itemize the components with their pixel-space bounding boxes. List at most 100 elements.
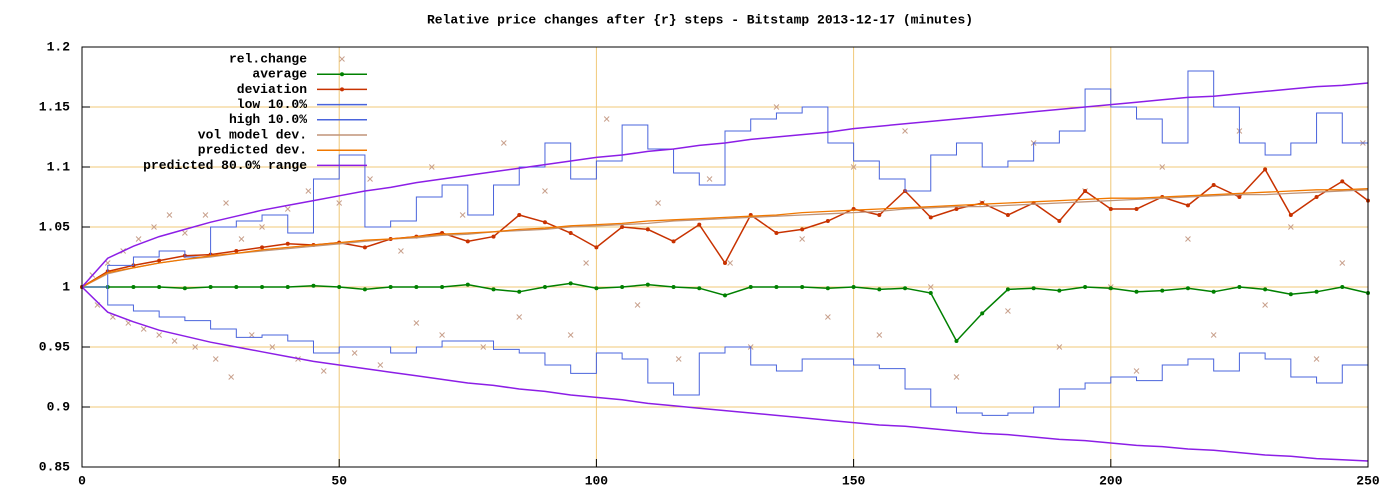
point: [774, 285, 779, 289]
scatter-point: [953, 374, 960, 380]
point: [954, 207, 959, 211]
scatter-point: [927, 284, 934, 290]
point: [594, 245, 599, 250]
point: [980, 311, 985, 316]
point: [465, 239, 470, 244]
scatter-point: [259, 224, 265, 230]
point: [928, 291, 933, 295]
point: [208, 285, 213, 289]
range-lower: [81, 286, 1369, 462]
scatter-point: [500, 140, 507, 146]
scatter-point: [902, 128, 908, 134]
scatter-point: [228, 374, 235, 380]
plot-area: [80, 70, 1370, 462]
point: [954, 339, 959, 343]
scatter-point: [1005, 308, 1011, 314]
scatter-point: [156, 332, 163, 338]
point: [1134, 289, 1139, 294]
scatter-point: [428, 164, 435, 170]
legend-marker: [340, 87, 344, 92]
scatter-point: [284, 206, 291, 212]
scatter-point: [1159, 164, 1166, 170]
point: [697, 286, 702, 291]
point: [285, 241, 290, 246]
point: [491, 287, 496, 292]
point: [542, 220, 547, 225]
legend-label: high 10.0%: [229, 112, 307, 127]
point: [594, 286, 599, 291]
scatter-point: [850, 164, 857, 170]
chart-title: Relative price changes after {r} steps -…: [427, 12, 973, 27]
point: [1057, 288, 1062, 293]
legend-label: deviation: [237, 82, 307, 97]
point: [388, 285, 393, 289]
scatter-point: [773, 104, 780, 110]
point: [671, 285, 676, 289]
point: [1314, 289, 1319, 294]
point: [1340, 179, 1345, 184]
scatter-point: [305, 188, 312, 194]
point: [517, 289, 522, 294]
point: [260, 245, 265, 250]
scatter-point: [377, 362, 384, 368]
point: [362, 245, 367, 250]
point: [1288, 292, 1293, 297]
legend-label: rel.change: [229, 51, 307, 66]
scatter-point: [104, 260, 111, 266]
point: [877, 287, 882, 292]
point: [1237, 195, 1242, 199]
scatter-point: [192, 344, 199, 350]
scatter-point: [202, 212, 209, 218]
x-tick-label: 0: [78, 473, 86, 488]
point: [182, 286, 187, 291]
point: [157, 258, 162, 263]
point: [1134, 207, 1139, 211]
point: [1185, 203, 1190, 208]
point: [1108, 207, 1113, 211]
legend-label: predicted 80.0% range: [143, 158, 307, 173]
point: [1211, 289, 1216, 294]
x-tick-label: 250: [1356, 473, 1380, 488]
scatter-point: [727, 260, 733, 266]
scatter-point: [634, 302, 641, 308]
scatter-point: [583, 260, 589, 266]
scatter-point: [135, 236, 142, 242]
point: [1108, 286, 1113, 291]
point: [337, 285, 342, 289]
legend-label: predicted dev.: [198, 143, 307, 158]
scatter-point: [1313, 356, 1320, 362]
point: [311, 283, 316, 288]
scatter-point: [269, 344, 276, 350]
point: [285, 285, 290, 289]
line: [81, 168, 1369, 288]
y-tick-label: 0.85: [39, 459, 70, 474]
scatter-point: [1056, 344, 1063, 350]
point: [748, 285, 753, 289]
line: [81, 189, 1369, 288]
scatter-point: [182, 230, 188, 236]
point: [414, 285, 419, 289]
legend-label: vol model dev.: [198, 127, 307, 142]
point: [723, 261, 727, 265]
point: [1263, 287, 1268, 292]
point: [774, 231, 779, 235]
x-tick-label: 50: [331, 473, 347, 488]
scatter-point: [212, 356, 219, 362]
point: [1083, 189, 1088, 193]
point: [697, 222, 702, 227]
point: [1160, 288, 1165, 293]
point: [1057, 219, 1062, 223]
y-tick-label: 1.15: [39, 99, 70, 114]
scatter-point: [567, 332, 574, 338]
y-tick-label: 1.05: [39, 219, 70, 234]
point: [620, 285, 625, 289]
point: [157, 285, 162, 289]
scatter-point: [675, 356, 682, 362]
scatter-point: [413, 320, 420, 326]
point: [1185, 286, 1190, 291]
scatter-point: [320, 368, 327, 374]
scatter-point: [151, 224, 157, 230]
point: [260, 285, 265, 289]
scatter-point: [248, 332, 255, 338]
